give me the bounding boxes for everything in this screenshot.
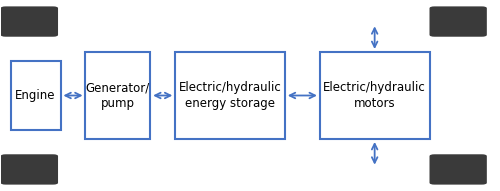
Bar [10,61,60,130]
Text: Electric/hydraulic
energy storage: Electric/hydraulic energy storage [178,81,282,110]
Text: Engine: Engine [16,89,56,102]
Bar [320,52,430,139]
Text: Generator/
pump: Generator/ pump [86,81,150,110]
FancyBboxPatch shape [430,6,487,37]
FancyBboxPatch shape [0,6,58,37]
FancyBboxPatch shape [430,154,487,185]
FancyBboxPatch shape [0,154,58,185]
Bar [86,52,150,139]
Text: Electric/hydraulic
motors: Electric/hydraulic motors [324,81,426,110]
Bar [175,52,285,139]
